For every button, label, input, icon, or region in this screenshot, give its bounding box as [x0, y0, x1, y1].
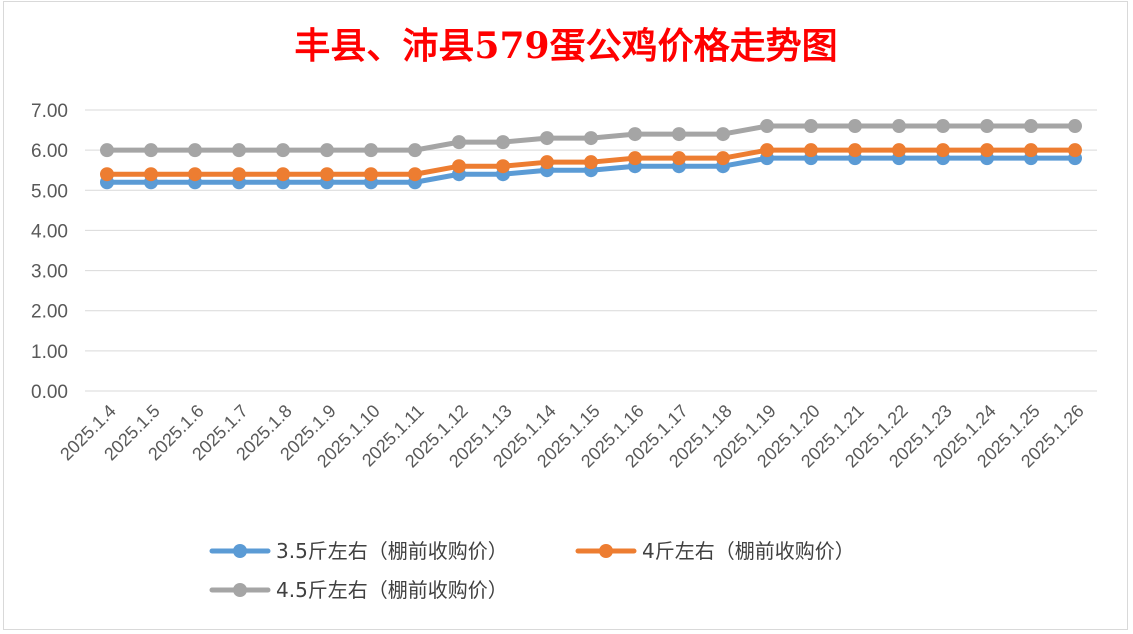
- data-point: [144, 167, 158, 182]
- series-2: [100, 143, 1082, 182]
- legend-label: 4斤左右（棚前收购价）: [642, 539, 855, 563]
- data-point: [320, 143, 334, 158]
- data-point: [716, 127, 730, 142]
- data-point: [232, 143, 246, 158]
- data-point: [892, 119, 906, 134]
- chart-frame: [3, 1, 1128, 630]
- data-point: [452, 135, 466, 150]
- x-axis-tick-labels: 2025.1.42025.1.52025.1.62025.1.72025.1.8…: [56, 401, 1088, 472]
- chart-title: 丰县、沛县579蛋公鸡价格走势图: [294, 25, 837, 67]
- data-point: [584, 155, 598, 170]
- legend-swatch-marker: [233, 583, 247, 597]
- legend-swatch-marker: [599, 544, 613, 558]
- legend-item: 4.5斤左右（棚前收购价）: [209, 578, 508, 602]
- data-point: [980, 119, 994, 134]
- data-point: [232, 167, 246, 182]
- data-point: [408, 143, 422, 158]
- legend-label: 4.5斤左右（棚前收购价）: [276, 578, 508, 602]
- data-point: [980, 143, 994, 158]
- data-point: [672, 127, 686, 142]
- legend-swatch-marker: [233, 544, 247, 558]
- data-point: [452, 159, 466, 174]
- data-point: [540, 155, 554, 170]
- data-point: [1068, 143, 1082, 158]
- data-point: [672, 151, 686, 166]
- data-point: [276, 167, 290, 182]
- data-point: [188, 167, 202, 182]
- y-tick-label: 1.00: [31, 342, 68, 363]
- y-tick-label: 3.00: [31, 262, 68, 283]
- data-point: [760, 119, 774, 134]
- y-tick-label: 5.00: [31, 181, 68, 202]
- data-point: [936, 119, 950, 134]
- data-point: [100, 167, 114, 182]
- y-axis-tick-labels: 0.00 1.00 2.00 3.00 4.00 5.00 6.00 7.00: [31, 101, 68, 403]
- data-point: [848, 119, 862, 134]
- data-point: [188, 143, 202, 158]
- legend-item: 4斤左右（棚前收购价）: [575, 539, 855, 563]
- data-point: [144, 143, 158, 158]
- data-point: [760, 143, 774, 158]
- y-tick-label: 7.00: [31, 101, 68, 122]
- data-point: [364, 167, 378, 182]
- y-tick-label: 2.00: [31, 302, 68, 323]
- data-point: [408, 167, 422, 182]
- y-tick-label: 6.00: [31, 141, 68, 162]
- y-tick-label: 0.00: [31, 382, 68, 403]
- data-point: [584, 131, 598, 146]
- data-point: [276, 143, 290, 158]
- legend-label: 3.5斤左右（棚前收购价）: [276, 539, 508, 563]
- legend-item: 3.5斤左右（棚前收购价）: [209, 539, 508, 563]
- data-point: [1024, 119, 1038, 134]
- data-point: [628, 151, 642, 166]
- data-point: [1068, 119, 1082, 134]
- series-3: [100, 119, 1082, 158]
- legend: 3.5斤左右（棚前收购价） 4斤左右（棚前收购价） 4.5斤左右（棚前收购价）: [209, 539, 855, 602]
- data-point: [892, 143, 906, 158]
- data-point: [628, 127, 642, 142]
- data-point: [936, 143, 950, 158]
- data-point: [496, 135, 510, 150]
- y-tick-label: 4.00: [31, 221, 68, 242]
- data-point: [804, 119, 818, 134]
- data-point: [496, 159, 510, 174]
- data-point: [848, 143, 862, 158]
- data-point: [804, 143, 818, 158]
- series-lines: [100, 119, 1082, 190]
- data-point: [716, 151, 730, 166]
- data-point: [320, 167, 334, 182]
- data-point: [100, 143, 114, 158]
- data-point: [1024, 143, 1038, 158]
- data-point: [540, 131, 554, 146]
- data-point: [364, 143, 378, 158]
